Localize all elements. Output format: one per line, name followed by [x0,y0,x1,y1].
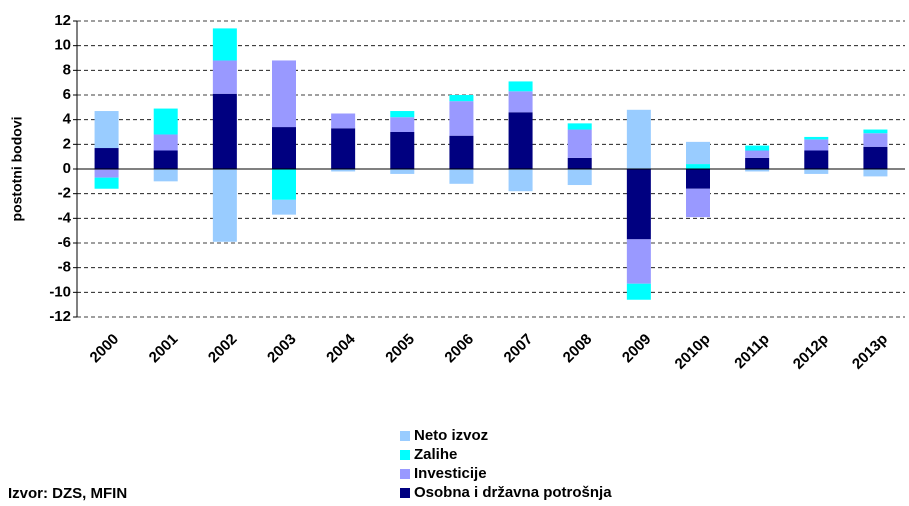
bar-segment [686,141,710,165]
x-tick-label: 2013p [849,331,891,373]
x-tick-label: 2002 [205,331,241,367]
bar-segment [449,135,474,169]
x-tick-label: 2005 [382,331,418,367]
x-tick-label: 2009 [619,331,655,367]
bar-segment [863,133,888,147]
y-tick-label: 12 [54,12,71,29]
bar-segment [804,169,829,174]
x-tick-label: 2011p [731,331,773,373]
legend-label: Zalihe [414,446,457,463]
bar-segment [390,111,415,118]
bar-segment [804,136,829,140]
legend-label: Investicije [414,465,487,482]
bar-segment [508,91,533,113]
bar-segment [272,199,296,215]
bar-segment [272,127,296,169]
bar-segment [567,123,592,130]
bar-segment [863,129,888,134]
legend-label: Osobna i državna potrošnja [414,484,612,501]
bar-segment [153,134,178,151]
bar-segment [94,177,119,189]
bar-segment [331,128,356,169]
x-tick-label: 2010p [672,331,714,373]
y-tick-label: 6 [63,86,71,103]
y-tick-label: 10 [54,37,71,54]
bar-segment [212,60,237,94]
bar-segment [745,145,770,151]
y-tick-label: -4 [58,209,72,226]
legend-swatch [400,431,410,441]
bar-segment [212,169,237,242]
bar-segment [863,169,888,177]
bar-segment [153,169,178,182]
bar-segment [449,101,474,136]
x-tick-label: 2003 [264,331,300,367]
bar-segment [390,132,415,169]
bar-segment [331,113,356,129]
bar-segment [804,139,829,151]
bar-segment [626,239,651,284]
y-tick-label: 8 [63,61,71,78]
y-tick-label: 2 [63,135,71,152]
bar-segment [626,109,651,169]
bar-segment [863,146,888,169]
bar-segment [626,169,651,240]
source: Izvor: DZS, MFIN [8,485,127,502]
bar-segment [212,28,237,61]
bar-segment [508,112,533,169]
legend-swatch [400,450,410,460]
bar-segment [804,150,829,169]
y-tick-label: -2 [58,185,71,202]
bar-segment [94,111,119,149]
y-tick-label: -6 [58,234,71,251]
x-tick-label: 2008 [560,331,596,367]
bar-segment [212,93,237,169]
y-tick-label: 4 [63,111,72,128]
legend-swatch [400,469,410,479]
bar-segment [94,148,119,169]
bar-segment [272,169,296,200]
bar-segment [508,81,533,92]
legend-swatch [400,488,410,498]
y-tick-label: -10 [49,283,71,300]
bar-segment [567,129,592,158]
legend-label: Neto izvoz [414,427,488,444]
bar-segment [153,108,178,135]
x-tick-label: 2004 [323,330,359,366]
bar-segment [390,117,415,132]
bar-segment [686,164,710,169]
bar-segment [508,169,533,192]
x-tick-label: 2006 [441,331,477,367]
y-tick-label: -12 [49,308,71,325]
bar-segment [153,150,178,169]
x-tick-label: 2012p [790,331,832,373]
bar-segment [449,95,474,102]
bar-segment [390,169,415,174]
x-tick-label: 2000 [87,331,123,367]
x-tick-label: 2007 [501,331,537,367]
bar-segment [686,188,710,218]
bar-segment [449,169,474,184]
bar-segment [745,157,770,169]
x-tick-label: 2001 [146,331,182,367]
y-tick-label: 0 [63,160,71,177]
y-axis-label: postotni bodovi [9,117,25,222]
bar-segment [626,283,651,300]
bar-segment [272,60,296,128]
bar-segment [94,169,119,178]
bar-segment [745,169,770,172]
bar-segment [745,150,770,158]
y-tick-label: -8 [58,259,71,276]
bar-segment [686,169,710,189]
bar-segment [567,157,592,169]
bar-segment [331,169,356,172]
bar-segment [567,169,592,186]
